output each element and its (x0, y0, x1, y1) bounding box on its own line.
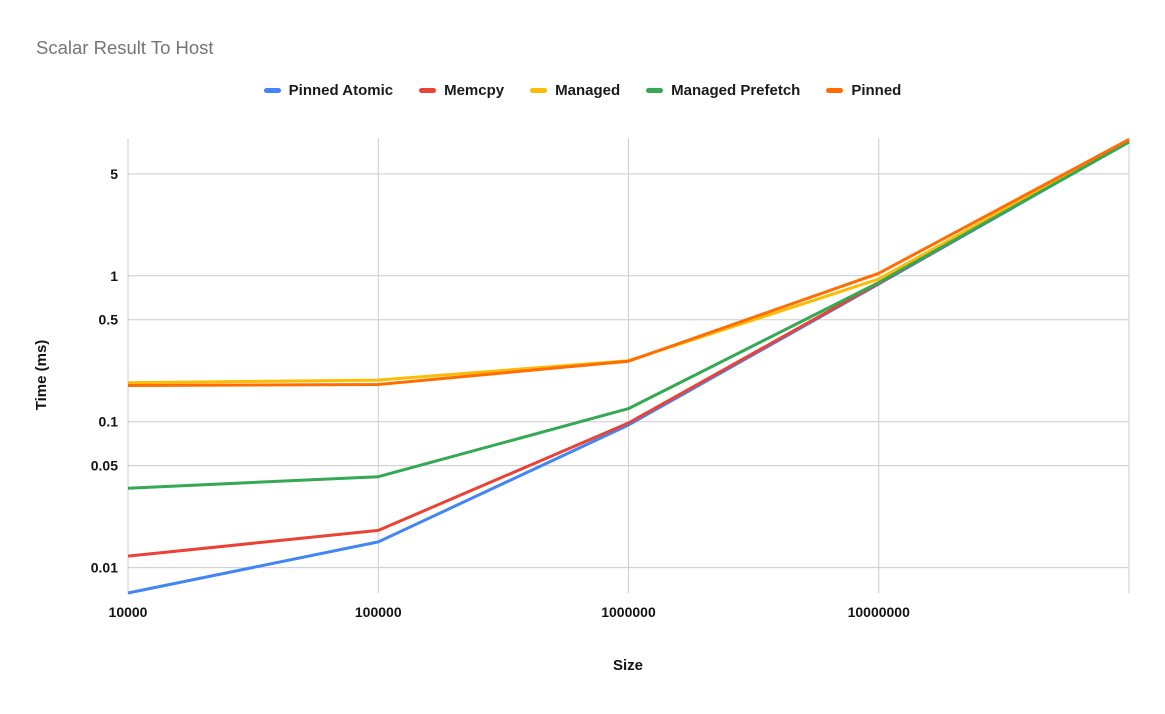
legend-swatch (419, 88, 437, 93)
legend-item-managed-prefetch: Managed Prefetch (646, 82, 800, 99)
chart-legend: Pinned Atomic Memcpy Managed Managed Prefet… (0, 82, 1165, 99)
legend-item-pinned-atomic: Pinned Atomic (263, 82, 394, 99)
series-group (127, 138, 1130, 595)
legend-label: Pinned (851, 82, 902, 99)
series-line-pinned[interactable] (127, 138, 1130, 387)
legend-label: Managed (555, 82, 621, 99)
x-tick-label: 10000 (109, 604, 148, 620)
tick-labels-group: 5 1 0.5 0.1 0.05 0.01 10000 100000 1000000 100000… (91, 166, 910, 620)
x-tick-label: 1000000 (601, 604, 656, 620)
y-tick-label: 0.5 (99, 312, 119, 328)
series-line-managed-prefetch[interactable] (127, 140, 1130, 490)
legend-swatch (826, 88, 844, 93)
legend-swatch (530, 88, 548, 93)
y-tick-label: 0.05 (91, 458, 118, 474)
chart-title: Scalar Result To Host (36, 37, 214, 58)
legend-swatch (263, 88, 281, 93)
y-tick-label: 0.01 (91, 560, 118, 576)
x-tick-label: 100000 (355, 604, 402, 620)
y-tick-label: 0.1 (99, 414, 119, 430)
x-tick-label: 10000000 (848, 604, 911, 620)
legend-item-memcpy: Memcpy (419, 82, 504, 99)
y-tick-label: 5 (110, 166, 118, 182)
legend-swatch (646, 88, 664, 93)
legend-label: Managed Prefetch (671, 82, 801, 99)
legend-label: Pinned Atomic (288, 82, 394, 99)
gridlines-group (127, 138, 1130, 593)
y-tick-label: 1 (110, 268, 118, 284)
legend-item-pinned: Pinned (826, 82, 901, 99)
legend-label: Memcpy (444, 82, 505, 99)
x-axis-title: Size (613, 657, 643, 674)
y-axis-title: Time (ms) (33, 340, 50, 411)
legend-item-managed: Managed (530, 82, 620, 99)
